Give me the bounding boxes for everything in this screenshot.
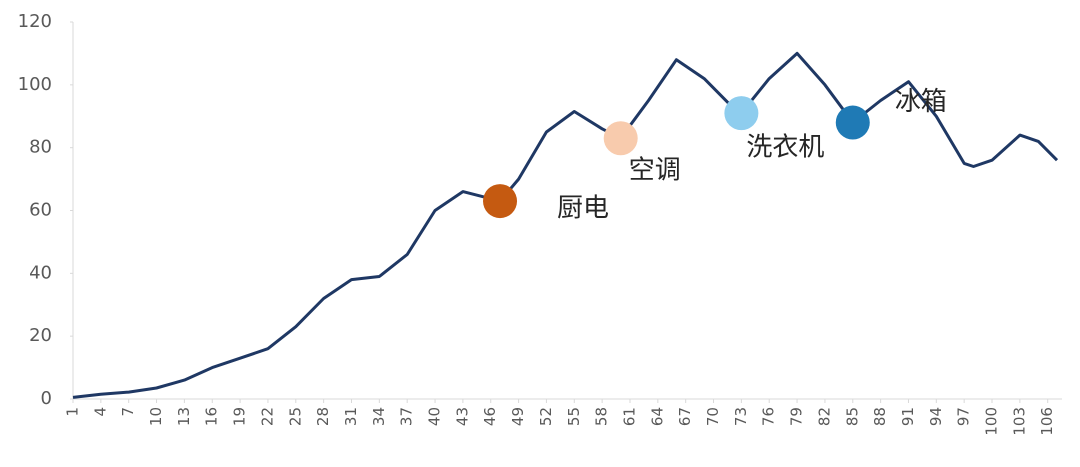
x-tick-label: 46 [481,407,499,426]
x-tick-label: 58 [593,407,611,426]
y-tick-label: 20 [29,325,52,346]
highlight-dot [724,96,759,131]
x-tick-label: 76 [760,407,778,426]
y-tick-label: 0 [41,388,52,409]
x-tick-label: 37 [398,407,416,426]
x-tick-label: 43 [453,407,471,426]
y-tick-label: 40 [29,262,52,283]
x-tick-label: 64 [648,407,666,426]
x-tick-label: 88 [871,407,889,426]
annotation: 洗衣机 [746,133,824,163]
x-tick-label: 100 [983,407,1001,436]
x-tick-label: 22 [258,407,276,426]
x-tick-label: 1 [64,407,82,417]
x-tick-label: 73 [732,407,750,426]
x-tick-label: 79 [788,407,806,426]
highlight-dot [835,105,870,140]
x-tick-label: 40 [426,407,444,426]
y-tick-label: 120 [18,11,52,32]
x-tick-label: 28 [314,407,332,426]
x-tick-label: 61 [620,407,638,426]
x-tick-label: 19 [231,407,249,426]
x-tick-label: 10 [147,407,165,426]
x-tick-label: 25 [286,407,304,426]
x-tick-label: 34 [370,407,388,426]
x-tick-label: 94 [927,407,945,426]
x-tick-label: 13 [175,407,193,426]
y-tick-label: 60 [29,200,52,221]
highlight-dot [483,184,518,219]
line-series [72,51,1059,399]
annotation: 空调 [629,156,681,186]
highlight-dot [603,121,638,156]
x-tick-label: 7 [119,407,137,417]
x-tick-label: 70 [704,407,722,426]
y-tick-label: 80 [29,137,52,158]
x-tick-label: 4 [91,407,109,417]
x-tick-label: 55 [565,407,583,426]
x-tick-label: 16 [203,407,221,426]
y-tick-label: 100 [18,74,52,95]
annotation: 厨电 [557,194,609,224]
x-tick-label: 82 [815,407,833,426]
x-tick-label: 103 [1010,407,1028,436]
x-tick-label: 31 [342,407,360,426]
x-tick-label: 67 [676,407,694,426]
x-tick-label: 52 [537,407,555,426]
x-tick-label: 106 [1038,407,1056,436]
x-tick-label: 91 [899,407,917,426]
x-tick-label: 97 [955,407,973,426]
x-tick-label: 85 [843,407,861,426]
annotation: 冰箱 [895,87,947,117]
x-tick-label: 49 [509,407,527,426]
